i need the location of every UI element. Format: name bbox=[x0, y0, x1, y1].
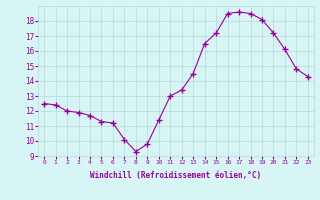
X-axis label: Windchill (Refroidissement éolien,°C): Windchill (Refroidissement éolien,°C) bbox=[91, 171, 261, 180]
